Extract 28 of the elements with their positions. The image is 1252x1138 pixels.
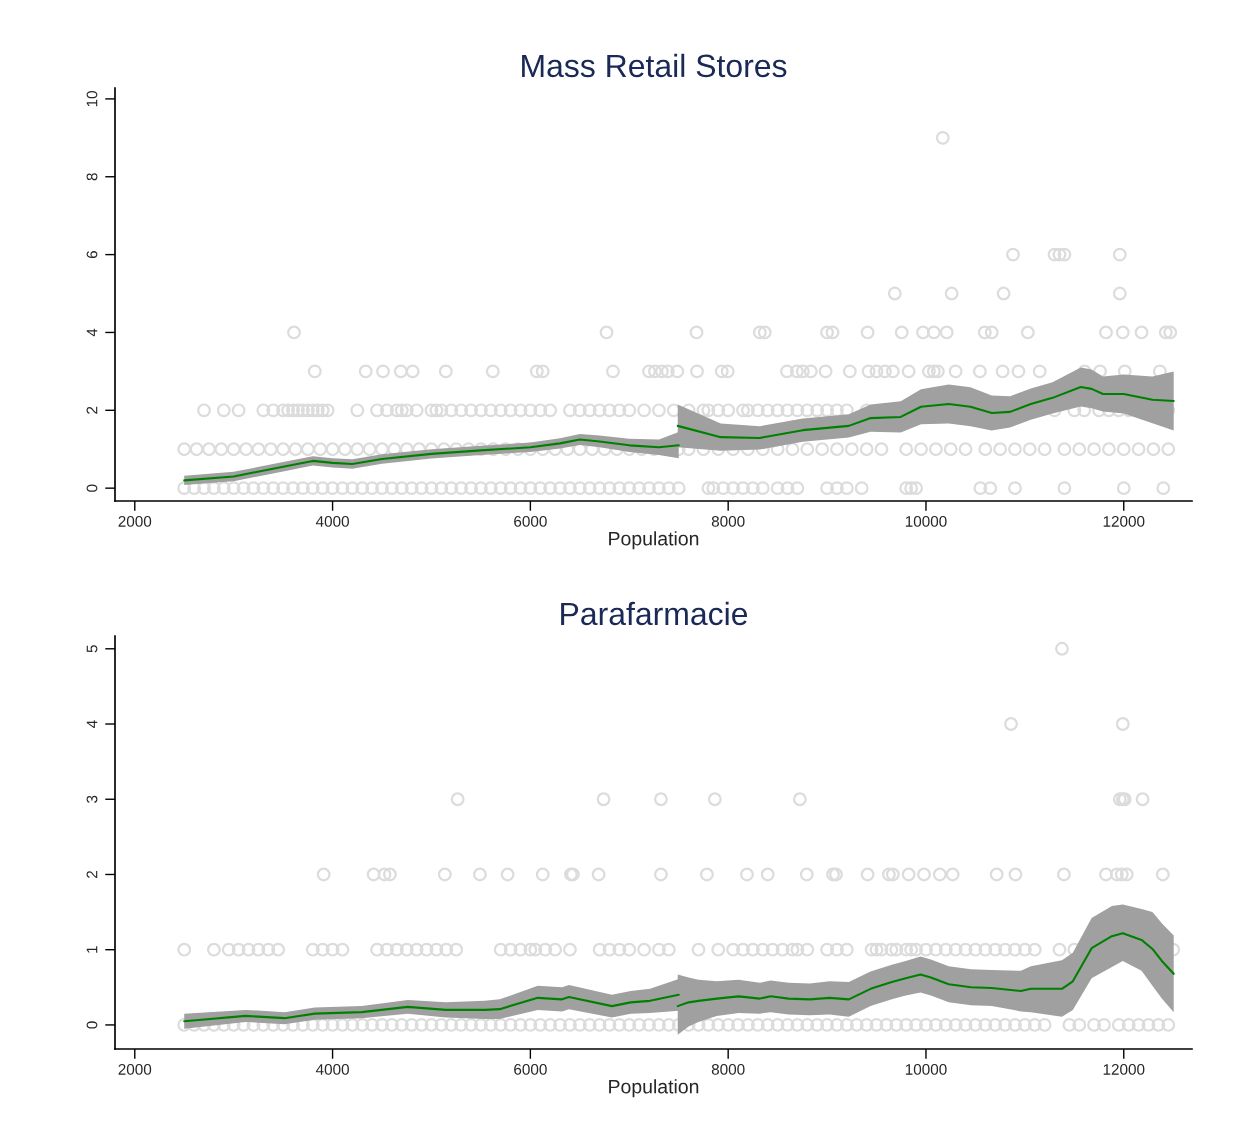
x-tick-label: 12000: [1103, 515, 1145, 527]
y-tick-label: 4: [86, 720, 98, 728]
y-tick-label: 0: [86, 1021, 98, 1029]
x-tick-label: 6000: [514, 1063, 547, 1075]
x-tick-label: 8000: [711, 1063, 745, 1075]
x-axis-title: Population: [609, 1079, 699, 1098]
x-tick-label: 10000: [905, 1063, 947, 1075]
y-tick-label: 2: [86, 406, 98, 414]
chart-title: Parafarmacie: [561, 601, 748, 626]
y-tick-label: 3: [86, 795, 98, 803]
x-tick-label: 2000: [118, 515, 152, 527]
y-tick-label: 0: [86, 484, 98, 492]
y-tick-label: 10: [86, 91, 98, 107]
x-tick-label: 10000: [905, 515, 947, 527]
y-tick-label: 8: [86, 173, 98, 181]
x-tick-label: 4000: [315, 515, 349, 527]
x-tick-label: 2000: [118, 1063, 152, 1075]
y-tick-label: 4: [86, 328, 98, 337]
x-tick-label: 6000: [514, 515, 547, 527]
y-tick-label: 2: [86, 870, 98, 878]
x-tick-label: 12000: [1103, 1063, 1145, 1075]
y-tick-label: 1: [86, 946, 98, 953]
y-tick-label: 5: [86, 645, 98, 653]
x-axis-title: Population: [609, 531, 699, 550]
chart-title: Mass Retail Stores: [522, 53, 787, 78]
y-tick-label: 6: [86, 251, 98, 259]
x-tick-label: 8000: [711, 515, 745, 527]
x-tick-label: 4000: [315, 1063, 349, 1075]
